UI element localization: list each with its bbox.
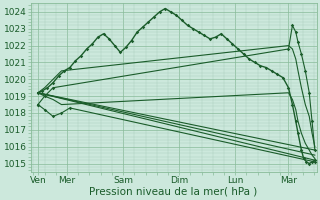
X-axis label: Pression niveau de la mer( hPa ): Pression niveau de la mer( hPa ) (90, 187, 258, 197)
